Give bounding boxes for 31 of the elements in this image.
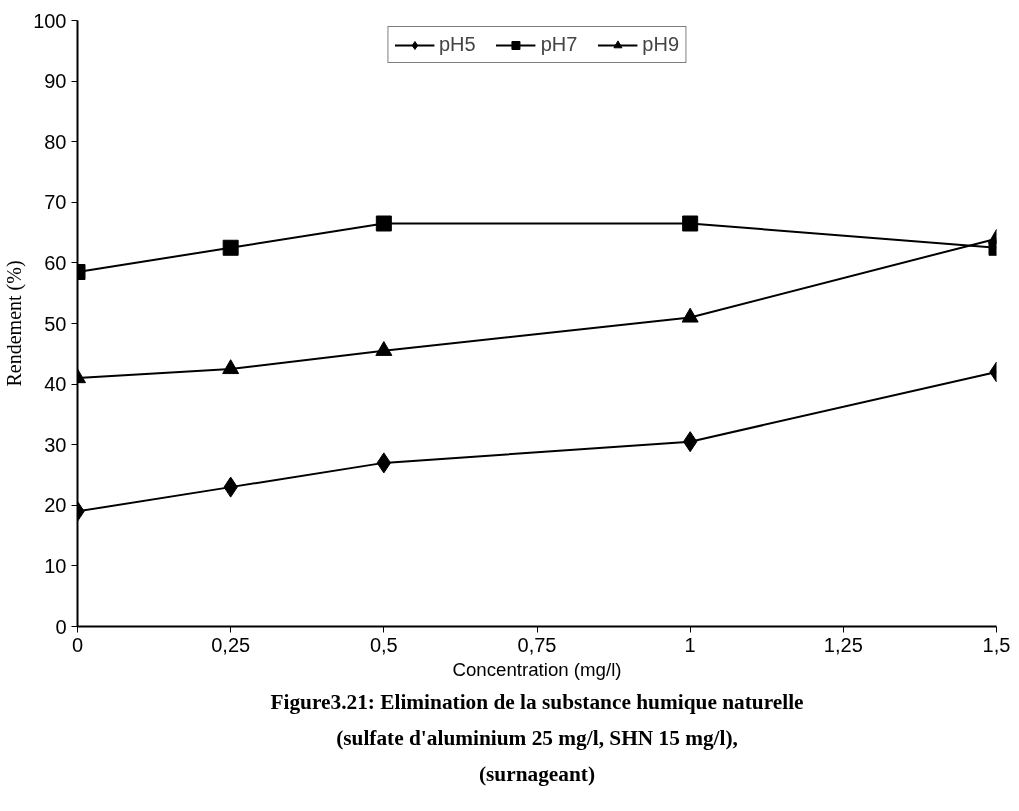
- y-tick-label: 30: [44, 433, 67, 456]
- x-tick-label: 0: [71, 633, 84, 656]
- x-tick-label: 0,25: [211, 633, 251, 656]
- y-tick-label: 100: [33, 9, 67, 32]
- y-tick-label: 50: [44, 312, 67, 335]
- x-tick-label: 1,25: [823, 633, 863, 656]
- legend-label: pH7: [540, 33, 578, 56]
- y-tick-label: 60: [44, 251, 67, 274]
- text: (surnageant): [478, 761, 596, 786]
- point: [222, 239, 239, 256]
- y-tick-label: 10: [44, 554, 67, 577]
- legend-label: pH9: [642, 33, 680, 56]
- y-tick-label: 90: [44, 70, 67, 93]
- x-tick-label: 1: [684, 633, 696, 656]
- point: [222, 359, 240, 375]
- text: (sulfate d'aluminium 25 mg/l, SHN 15 mg/l),: [336, 725, 738, 750]
- caption: Figure3.21: Elimination de la substance humique naturelle: [270, 689, 804, 714]
- y-tick-label: 80: [44, 130, 67, 153]
- y-tick-label: 0: [55, 615, 67, 638]
- point: [375, 215, 392, 232]
- legend-label: pH5: [438, 33, 476, 56]
- y-tick-label: 40: [44, 373, 67, 396]
- y-axis-title: Rendement (%): [3, 260, 27, 387]
- x-tick-label: 1,5: [982, 633, 1011, 656]
- y-tick-label: 20: [44, 494, 67, 517]
- x-tick-label: 0,5: [369, 633, 398, 656]
- x-tick-label: 0,75: [517, 633, 557, 656]
- point: [375, 341, 393, 356]
- y-tick-label: 70: [44, 191, 67, 214]
- x-axis-title: Concentration (mg/l): [452, 658, 622, 680]
- point: [681, 307, 699, 323]
